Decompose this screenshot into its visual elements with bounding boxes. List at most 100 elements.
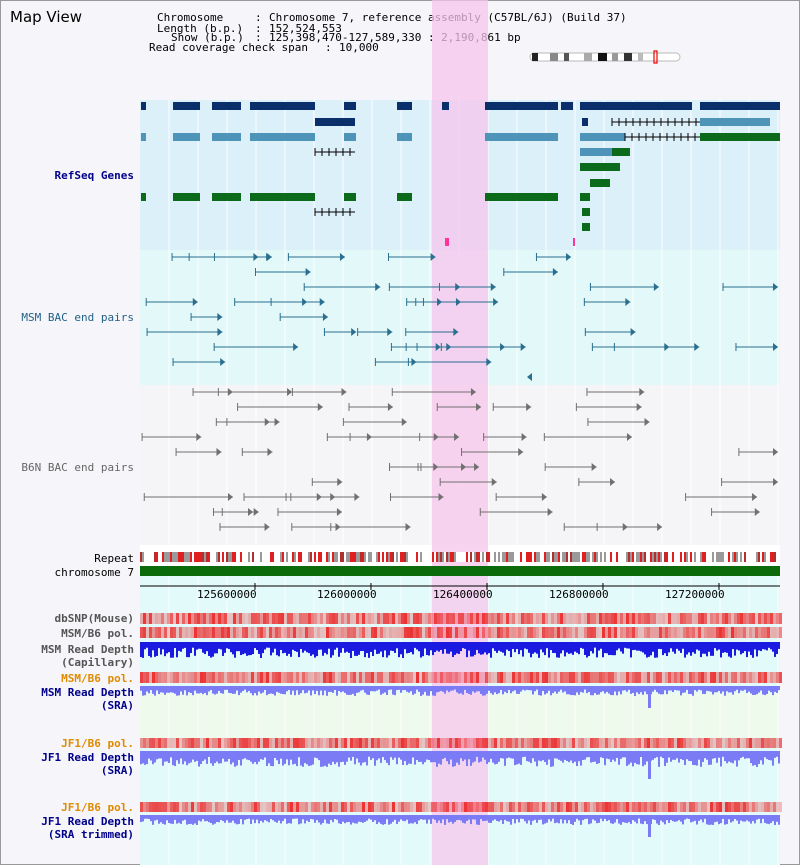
- track-label-msm-bac[interactable]: MSM BAC end pairs: [21, 311, 134, 324]
- polymorphism-cell: [656, 672, 659, 683]
- polymorphism-cell: [485, 613, 488, 624]
- polymorphism-cell: [263, 613, 266, 624]
- read-depth-bar: [688, 686, 690, 694]
- read-depth-bar: [462, 686, 464, 695]
- read-depth-bar: [228, 686, 230, 693]
- repeat-segment: [276, 552, 278, 562]
- polymorphism-cell: [314, 613, 317, 624]
- polymorphism-cell: [314, 738, 317, 748]
- read-depth-bar: [230, 686, 232, 694]
- polymorphism-cell: [530, 627, 533, 638]
- read-depth-bar: [574, 815, 576, 822]
- read-depth-bar: [320, 686, 322, 691]
- polymorphism-cell: [326, 672, 329, 683]
- track-label-b6n-bac[interactable]: B6N BAC end pairs: [21, 461, 134, 474]
- repeat-segment: [670, 552, 672, 562]
- chromosome-ideogram[interactable]: [528, 50, 686, 64]
- read-depth-bar: [186, 642, 188, 658]
- polymorphism-cell: [314, 627, 317, 638]
- read-depth-bar: [270, 751, 272, 766]
- track-label-jf1-b6-pol-2[interactable]: JF1/B6 pol.: [61, 801, 134, 814]
- read-depth-bar: [460, 642, 462, 652]
- polymorphism-cell: [437, 627, 440, 638]
- polymorphism-cell: [443, 613, 446, 624]
- polymorphism-cell: [692, 613, 695, 624]
- polymorphism-cell: [512, 613, 515, 624]
- polymorphism-cell: [146, 627, 149, 638]
- repeat-segment: [350, 552, 352, 562]
- read-depth-bar: [216, 815, 218, 823]
- read-depth-bar: [478, 815, 480, 825]
- track-label-msm-depth-sra[interactable]: MSM Read Depth: [41, 686, 134, 699]
- polymorphism-cell: [641, 672, 644, 683]
- polymorphism-cell: [659, 738, 662, 748]
- polymorphism-cell: [761, 672, 764, 683]
- read-depth-bar: [644, 751, 646, 765]
- polymorphism-cell: [716, 802, 719, 812]
- track-label-jf1-depth-sra[interactable]: JF1 Read Depth: [41, 751, 134, 764]
- highlight-region[interactable]: [432, 0, 488, 865]
- polymorphism-cell: [599, 627, 602, 638]
- track-label-repeat[interactable]: Repeat: [94, 552, 134, 565]
- polymorphism-cell: [164, 802, 167, 812]
- read-depth-bar: [688, 815, 690, 819]
- polymorphism-cell: [779, 613, 782, 624]
- read-depth-bar: [724, 815, 726, 825]
- bac-end-arrow: [336, 508, 342, 516]
- polymorphism-cell: [656, 802, 659, 812]
- repeat-segment: [142, 552, 144, 562]
- repeat-segment: [328, 552, 330, 562]
- read-depth-bar: [478, 686, 480, 692]
- polymorphism-cell: [755, 802, 758, 812]
- polymorphism-cell: [314, 802, 317, 812]
- read-depth-bar: [476, 642, 478, 650]
- read-depth-bar: [684, 642, 686, 658]
- polymorphism-cell: [188, 802, 191, 812]
- gene-strand-arrow: [582, 208, 587, 216]
- repeat-segment: [556, 552, 558, 562]
- read-depth-bar: [708, 751, 710, 765]
- track-label-msm-b6-pol-2[interactable]: MSM/B6 pol.: [61, 672, 134, 685]
- polymorphism-cell: [530, 802, 533, 812]
- polymorphism-cell: [176, 627, 179, 638]
- read-depth-bar: [520, 815, 522, 819]
- repeat-segment: [488, 552, 490, 562]
- polymorphism-cell: [161, 672, 164, 683]
- repeat-segment: [168, 552, 170, 562]
- read-depth-bar: [172, 815, 174, 824]
- polymorphism-cell: [473, 627, 476, 638]
- read-depth-bar: [348, 642, 350, 653]
- read-depth-bar: [452, 686, 454, 691]
- read-depth-bar: [316, 751, 318, 759]
- repeat-segment: [568, 552, 570, 562]
- repeat-segment: [302, 552, 304, 562]
- polymorphism-cell: [425, 738, 428, 748]
- track-label-msm-depth-cap[interactable]: MSM Read Depth: [41, 643, 134, 656]
- read-depth-bar: [402, 686, 404, 691]
- polymorphism-cell: [662, 627, 665, 638]
- read-depth-bar: [244, 815, 246, 820]
- track-label-chromosome[interactable]: chromosome 7: [54, 566, 134, 579]
- read-depth-bar: [654, 815, 656, 820]
- track-label-refseq[interactable]: RefSeq Genes: [54, 169, 134, 182]
- polymorphism-cell: [206, 627, 209, 638]
- read-depth-bar: [650, 642, 652, 656]
- ideogram-current-region[interactable]: [653, 50, 658, 64]
- polymorphism-cell: [161, 613, 164, 624]
- track-label-jf1-b6-pol-1[interactable]: JF1/B6 pol.: [61, 737, 134, 750]
- track-label-msm-b6-pol-1[interactable]: MSM/B6 pol.: [61, 627, 134, 640]
- bac-end-arrow: [541, 493, 547, 501]
- polymorphism-cell: [155, 802, 158, 812]
- track-label-dbsnp[interactable]: dbSNP(Mouse): [54, 612, 134, 625]
- gene-strand-arrow: [212, 102, 217, 110]
- read-depth-bar: [434, 686, 436, 696]
- read-depth-bar: [176, 815, 178, 824]
- repeat-segment: [590, 552, 592, 562]
- read-depth-bar: [624, 642, 626, 648]
- track-label-jf1-depth-trim[interactable]: JF1 Read Depth: [41, 815, 134, 828]
- read-depth-bar: [740, 815, 742, 821]
- polymorphism-cell: [773, 627, 776, 638]
- read-depth-bar: [412, 815, 414, 824]
- polymorphism-cell: [233, 738, 236, 748]
